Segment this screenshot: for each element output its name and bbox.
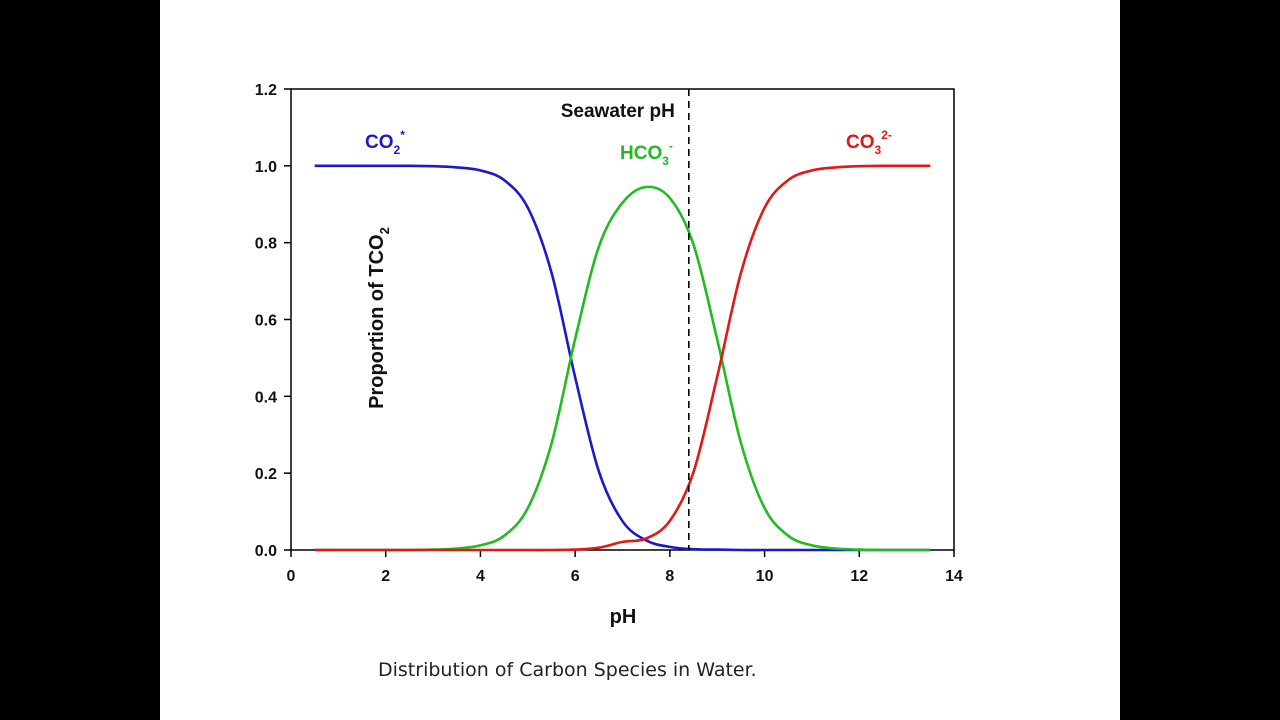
co2-label-text: CO xyxy=(365,132,394,153)
x-tick-label: 6 xyxy=(571,568,580,585)
co2-series-line xyxy=(314,164,931,552)
x-tick-label: 14 xyxy=(945,568,963,585)
y-tick-label: 0.0 xyxy=(255,543,277,560)
y-tick-label: 1.2 xyxy=(255,82,277,99)
y-axis-title-main: Proportion of TCO xyxy=(366,234,388,408)
hco3-label: HCO3- xyxy=(620,139,673,168)
co3-label-superscript: 2- xyxy=(881,128,892,142)
hco3-series-line xyxy=(314,185,931,552)
y-tick-label: 0.2 xyxy=(255,466,277,483)
hco3-label-superscript: - xyxy=(669,139,673,153)
hco3-label-subscript: 3 xyxy=(662,154,669,168)
chart-series xyxy=(314,164,931,552)
x-tick-label: 2 xyxy=(381,568,390,585)
seawater-ph-label: Seawater pH xyxy=(561,101,675,122)
y-tick-label: 0.8 xyxy=(255,236,277,253)
hco3-label-text: HCO xyxy=(620,143,662,164)
figure-caption: Distribution of Carbon Species in Water. xyxy=(378,659,757,681)
x-tick-label: 4 xyxy=(476,568,485,585)
x-tick-label: 12 xyxy=(850,568,868,585)
series-labels: CO2*HCO3- CO32- xyxy=(365,128,892,168)
co2-label: CO2* xyxy=(365,128,405,157)
y-axis-title-sub: 2 xyxy=(377,227,392,234)
chart: 0 2 4 6 8 10 12 14 0.0 0.2 0.4 0.6 0.8 1.0 1.2 Seawate… xyxy=(255,82,963,628)
slide: 0 2 4 6 8 10 12 14 0.0 0.2 0.4 0.6 0.8 1.0 1.2 Seawate… xyxy=(160,0,1120,720)
reference-line-group: Seawater pH xyxy=(561,89,690,550)
x-tick-label: 8 xyxy=(665,568,674,585)
y-tick-label: 0.6 xyxy=(255,313,277,330)
chart-ticks: 0 2 4 6 8 10 12 14 0.0 0.2 0.4 0.6 0.8 1.0 1.2 xyxy=(255,82,963,585)
y-tick-label: 1.0 xyxy=(255,159,277,176)
co2-label-subscript: 2 xyxy=(394,143,401,157)
co3-series-line xyxy=(314,164,931,552)
co2-label-superscript: * xyxy=(400,128,405,142)
y-tick-label: 0.4 xyxy=(255,389,277,406)
x-tick-label: 10 xyxy=(756,568,774,585)
y-axis-title: Proportion of TCO2 xyxy=(366,227,392,409)
co3-label-subscript: 3 xyxy=(875,143,882,157)
x-axis-title: pH xyxy=(610,606,637,628)
co3-label: CO32- xyxy=(846,128,892,157)
co3-label-text: CO xyxy=(846,132,875,153)
x-tick-label: 0 xyxy=(287,568,296,585)
